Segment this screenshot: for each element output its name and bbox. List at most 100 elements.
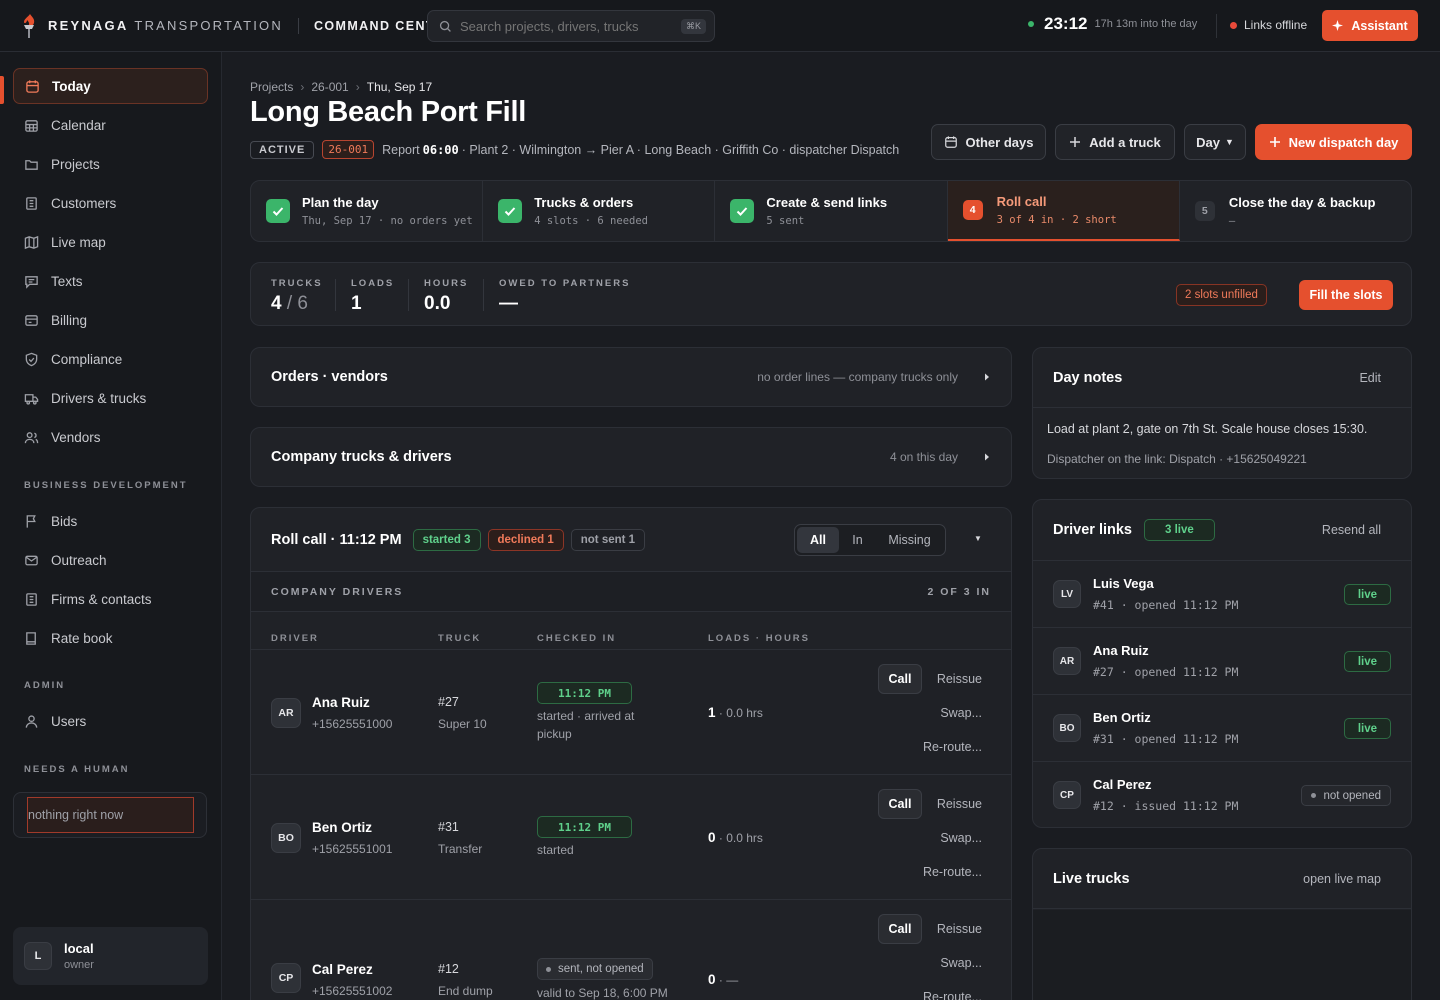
sidebar-item-users[interactable]: Users [13,703,208,739]
call-button[interactable]: Call [878,789,922,819]
company-trucks-card[interactable]: Company trucks & drivers 4 on this day [250,427,1012,487]
sidebar-item-projects[interactable]: Projects [13,146,208,182]
links-status[interactable]: Links offline [1230,18,1307,32]
avatar: AR [271,698,301,728]
hours-value: · — [718,973,739,987]
user-card[interactable]: L local owner [13,927,208,985]
avatar: CP [1053,781,1081,809]
step-roll-call[interactable]: 4 Roll call 3 of 4 in · 2 short [947,181,1180,241]
needs-human-panel: nothing right now [13,792,207,838]
sidebar-item-calendar[interactable]: Calendar [13,107,208,143]
declined-pill[interactable]: declined 1 [487,528,564,551]
links-status-label: Links offline [1244,18,1308,32]
day-dropdown[interactable]: Day ▼ [1184,124,1246,160]
checkin-status: started [537,843,574,857]
breadcrumb-project[interactable]: 26-001 [311,80,349,94]
live-trucks-header: Live trucks open live map [1033,849,1411,909]
call-button[interactable]: Call [878,664,922,694]
fill-slots-button[interactable]: Fill the slots [1299,280,1393,310]
list-item[interactable]: AR Ana Ruiz #27 · opened 11:12 PM live [1033,627,1411,694]
swap-button[interactable]: Swap... [940,706,982,720]
started-pill[interactable]: started 3 [412,528,481,551]
swap-button[interactable]: Swap... [940,956,982,970]
loads-hours: 1 · 0.0 hrs [708,705,763,720]
avatar: LV [1053,580,1081,608]
step-title: Create & send links [766,195,888,210]
sidebar-item-label: Projects [51,156,100,172]
reissue-button[interactable]: Reissue [936,922,982,936]
sidebar-item-drivers-trucks[interactable]: Drivers & trucks [13,380,208,416]
divider [297,17,299,34]
step-number: 4 [962,200,983,220]
card-note: no order lines — company trucks only [757,370,958,384]
filter-missing[interactable]: Missing [888,533,931,547]
list-item[interactable]: BO Ben Ortiz #31 · opened 11:12 PM live [1033,694,1411,761]
sidebar-item-texts[interactable]: Texts [13,263,208,299]
driver-phone[interactable]: +15625551000 [312,717,393,731]
hours-value: · 0.0 hrs [718,706,763,720]
caret-down-icon[interactable]: ▼ [974,534,982,543]
live-map-area[interactable] [1033,910,1411,1000]
sidebar-item-compliance[interactable]: Compliance [13,341,208,377]
project-code-badge: 26-001 [322,140,375,159]
check-icon [730,199,755,223]
slots-unfilled-badge: 2 slots unfilled [1176,284,1267,306]
step-create-send-links[interactable]: Create & send links 5 sent [715,181,948,241]
step-close-day[interactable]: 5 Close the day & backup — [1180,181,1411,241]
driver-links-header: Driver links 3 live Resend all [1033,500,1411,560]
sidebar-item-rate-book[interactable]: Rate book [13,620,208,656]
edit-notes-button[interactable]: Edit [1359,370,1381,385]
assistant-button[interactable]: Assistant [1322,10,1418,41]
truck-number: #27 [438,695,459,709]
truck-icon [24,393,39,405]
driver-phone[interactable]: +15625551002 [312,984,393,998]
other-days-button[interactable]: Other days [931,124,1046,160]
step-title: Close the day & backup [1228,195,1376,210]
section-count: 2 OF 3 IN [927,586,991,598]
list-item[interactable]: CP Cal Perez #12 · issued 11:12 PM not o… [1033,761,1411,828]
sidebar-item-today[interactable]: Today [13,68,208,104]
reroute-button[interactable]: Re-route... [922,740,982,754]
sidebar-item-live-map[interactable]: Live map [13,224,208,260]
avatar: L [24,942,52,970]
truck-number: #12 [438,962,459,976]
divider [408,279,409,311]
sidebar-item-customers[interactable]: Customers [13,185,208,221]
reissue-button[interactable]: Reissue [936,672,982,686]
sidebar-item-bids[interactable]: Bids [13,503,208,539]
search-box[interactable]: ⌘K [427,10,715,42]
filter-all[interactable]: All [797,527,839,553]
trucks-value: 4 [271,293,282,314]
swap-button[interactable]: Swap... [940,831,982,845]
search-input[interactable] [460,18,681,34]
reroute-button[interactable]: Re-route... [922,865,982,879]
driver-phone[interactable]: +15625551001 [312,842,393,856]
users-icon [24,431,39,443]
plus-icon [1070,137,1081,147]
reissue-button[interactable]: Reissue [936,797,982,811]
reroute-button[interactable]: Re-route... [922,990,982,1000]
clock-time: 23:12 [1044,14,1088,33]
sidebar-item-billing[interactable]: Billing [13,302,208,338]
add-truck-button[interactable]: Add a truck [1055,124,1175,160]
not-sent-pill[interactable]: not sent 1 [570,528,646,551]
filter-in[interactable]: In [852,533,863,547]
driver-links-card: Driver links 3 live Resend all LV Luis V… [1032,499,1412,828]
call-button[interactable]: Call [878,914,922,944]
sidebar-item-vendors[interactable]: Vendors [13,419,208,455]
open-live-map-link[interactable]: open live map [1303,871,1381,886]
step-trucks-orders[interactable]: Trucks & orders 4 slots · 6 needed [483,181,716,241]
resend-all-button[interactable]: Resend all [1321,523,1381,537]
brand[interactable]: REYNAGA TRANSPORTATION [18,13,283,39]
step-sub: — [1228,215,1236,227]
sidebar-item-firms-contacts[interactable]: Firms & contacts [13,581,208,617]
step-plan-the-day[interactable]: Plan the day Thu, Sep 17 · no orders yet [251,181,484,241]
new-dispatch-day-button[interactable]: New dispatch day [1255,124,1412,160]
orders-vendors-card[interactable]: Orders · vendors no order lines — compan… [250,347,1012,407]
checkin-status: started · arrived at pickup [537,709,635,741]
list-item[interactable]: LV Luis Vega #41 · opened 11:12 PM live [1033,560,1411,627]
user-role: owner [64,959,94,971]
breadcrumb-projects[interactable]: Projects [250,80,294,94]
sidebar-item-outreach[interactable]: Outreach [13,542,208,578]
driver-name: Cal Perez [1093,777,1152,792]
